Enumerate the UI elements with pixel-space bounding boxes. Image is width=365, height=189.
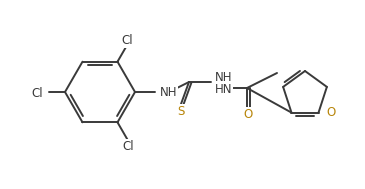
Text: Cl: Cl <box>123 140 134 153</box>
Text: Cl: Cl <box>31 87 43 100</box>
Text: HN: HN <box>215 83 233 96</box>
Text: NH: NH <box>160 86 177 99</box>
Text: S: S <box>177 105 185 118</box>
Text: Cl: Cl <box>122 34 133 47</box>
Text: NH: NH <box>215 71 233 84</box>
Text: O: O <box>243 108 253 121</box>
Text: O: O <box>327 106 336 119</box>
